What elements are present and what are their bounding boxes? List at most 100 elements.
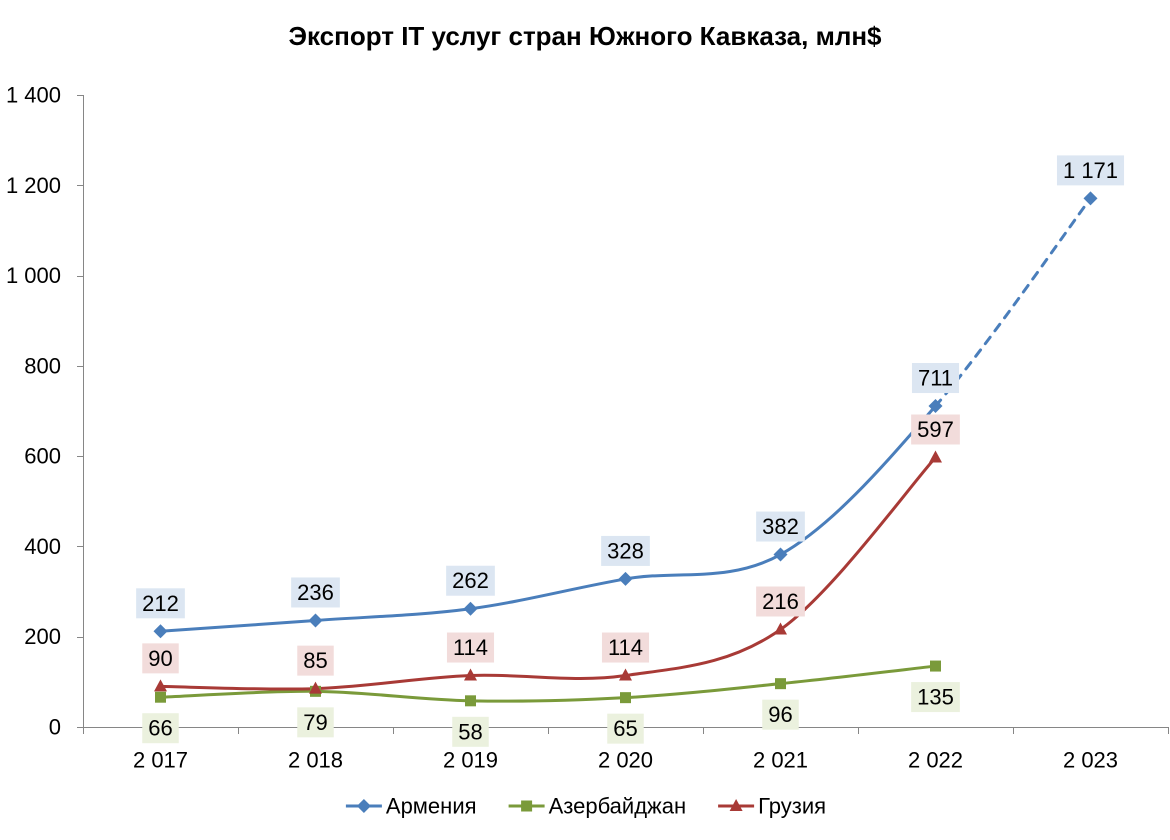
y-tick-label: 400 — [24, 534, 61, 559]
georgia-data-label-text-2021: 216 — [762, 589, 799, 614]
azerbaijan-point-2017 — [155, 691, 166, 703]
armenia-data-label-box-2021 — [756, 511, 805, 542]
armenia-data-label-box-2022 — [911, 363, 960, 394]
legend-item-georgia: Грузия — [718, 794, 826, 819]
georgia-data-label-text-2019: 114 — [453, 635, 488, 660]
armenia-data-label-box-2023 — [1056, 155, 1125, 186]
azerbaijan-data-label-box-2022 — [911, 682, 960, 713]
armenia-data-label-box-2020 — [601, 535, 650, 566]
azerbaijan-data-label-box-2021 — [762, 699, 799, 730]
azerbaijan-data-label-2017: 66 — [142, 713, 179, 744]
armenia-point-2020 — [618, 571, 633, 586]
georgia-point-2021 — [774, 622, 787, 635]
armenia-point-2022 — [928, 399, 943, 414]
legend-label-armenia: Армения — [386, 794, 477, 819]
data-labels: 212 236 262 328 382 711 1 171 66 79 58 65 96 135 90 85… — [136, 155, 1125, 747]
georgia-data-label-box-2020 — [601, 632, 650, 663]
armenia-data-label-2022: 711 — [911, 363, 960, 394]
georgia-data-label-2021: 216 — [756, 586, 805, 617]
axes: 0 200 400 600 800 1 000 1 200 1 400 2 017 2 018 2 … — [6, 83, 1169, 773]
armenia-point-2017 — [153, 624, 168, 639]
legend-label-azerbaijan: Азербайджан — [549, 794, 687, 819]
armenia-data-label-text-2017: 212 — [142, 591, 179, 616]
azerbaijan-data-label-text-2018: 79 — [303, 710, 327, 735]
y-tick-label: 800 — [24, 353, 61, 378]
armenia-data-label-2018: 236 — [291, 577, 340, 608]
georgia-data-label-box-2019 — [446, 632, 495, 663]
azerbaijan-data-label-box-2017 — [142, 713, 179, 744]
azerbaijan-data-label-2019: 58 — [452, 716, 489, 747]
legend-label-georgia: Грузия — [758, 794, 826, 819]
x-tick-label: 2 019 — [443, 748, 498, 773]
armenia-data-label-2020: 328 — [601, 535, 650, 566]
armenia-data-label-2019: 262 — [446, 565, 495, 596]
georgia-data-label-text-2018: 85 — [303, 648, 327, 673]
azerbaijan-data-label-text-2020: 65 — [613, 716, 637, 741]
georgia-data-label-box-2022 — [911, 414, 960, 445]
azerbaijan-line — [159, 664, 937, 703]
legend-marker-georgia — [729, 799, 743, 811]
georgia-point-2019 — [464, 668, 477, 681]
georgia-data-label-2019: 114 — [446, 632, 495, 663]
y-tick-label: 600 — [24, 444, 61, 469]
armenia-data-label-text-2023: 1 171 — [1063, 158, 1118, 183]
azerbaijan-data-label-box-2018 — [297, 707, 334, 738]
armenia-data-label-text-2022: 711 — [918, 366, 953, 391]
georgia-data-label-text-2017: 90 — [148, 646, 172, 671]
legend-marker-armenia — [356, 799, 371, 813]
x-tick-label: 2 017 — [133, 748, 188, 773]
azerbaijan-data-label-text-2019: 58 — [458, 719, 482, 744]
x-tick-label: 2 022 — [908, 748, 963, 773]
armenia-data-label-text-2020: 328 — [607, 538, 644, 563]
chart-title: Экспорт IT услуг стран Южного Кавказа, м… — [288, 21, 882, 51]
georgia-data-label-box-2021 — [756, 586, 805, 617]
azerbaijan-point-2019 — [465, 695, 476, 707]
x-tick-label: 2 021 — [753, 748, 808, 773]
series-markers — [153, 191, 1098, 707]
legend: Армения Азербайджан Грузия — [345, 794, 826, 819]
armenia-data-label-text-2019: 262 — [452, 568, 489, 593]
georgia-data-label-text-2020: 114 — [608, 635, 643, 660]
georgia-data-label-text-2022: 597 — [917, 417, 954, 442]
y-tick-label: 0 — [49, 715, 61, 740]
azerbaijan-data-label-text-2022: 135 — [917, 685, 954, 710]
y-tick-label: 1 200 — [6, 173, 61, 198]
azerbaijan-data-label-2018: 79 — [297, 707, 334, 738]
georgia-point-2020 — [619, 668, 632, 681]
armenia-data-label-text-2021: 382 — [762, 514, 799, 539]
azerbaijan-data-label-2022: 135 — [911, 682, 960, 713]
georgia-data-label-2017: 90 — [142, 643, 179, 674]
armenia-point-2018 — [308, 613, 323, 628]
georgia-data-label-box-2018 — [297, 645, 334, 676]
y-tick-label: 1 400 — [6, 83, 61, 108]
azerbaijan-point-2022 — [930, 660, 941, 672]
x-tick-label: 2 023 — [1063, 748, 1118, 773]
y-tick-label: 200 — [24, 624, 61, 649]
legend-item-azerbaijan: Азербайджан — [508, 794, 687, 819]
x-tick-label: 2 018 — [288, 748, 343, 773]
azerbaijan-data-label-2021: 96 — [762, 699, 799, 730]
armenia-data-label-box-2019 — [446, 565, 495, 596]
armenia-data-label-2017: 212 — [136, 588, 185, 619]
legend-item-armenia: Армения — [345, 794, 477, 819]
armenia-line — [159, 404, 937, 633]
azerbaijan-data-label-box-2019 — [452, 716, 489, 747]
georgia-point-2017 — [154, 679, 167, 692]
armenia-data-label-2021: 382 — [756, 511, 805, 542]
georgia-data-label-2020: 114 — [601, 632, 650, 663]
azerbaijan-data-label-2020: 65 — [607, 713, 644, 744]
x-tick-label: 2 020 — [598, 748, 653, 773]
armenia-point-2023 — [1083, 191, 1098, 206]
armenia-point-2019 — [463, 601, 478, 616]
armenia-point-2021 — [773, 547, 788, 562]
armenia-data-label-2023: 1 171 — [1056, 155, 1125, 186]
azerbaijan-point-2020 — [620, 692, 631, 704]
azerbaijan-point-2021 — [775, 678, 786, 690]
series-lines — [159, 196, 1092, 703]
legend-marker-azerbaijan — [521, 800, 533, 812]
georgia-data-label-2022: 597 — [911, 414, 960, 445]
georgia-data-label-box-2017 — [142, 643, 179, 674]
georgia-point-2022 — [929, 450, 942, 463]
armenia-data-label-box-2017 — [136, 588, 185, 619]
